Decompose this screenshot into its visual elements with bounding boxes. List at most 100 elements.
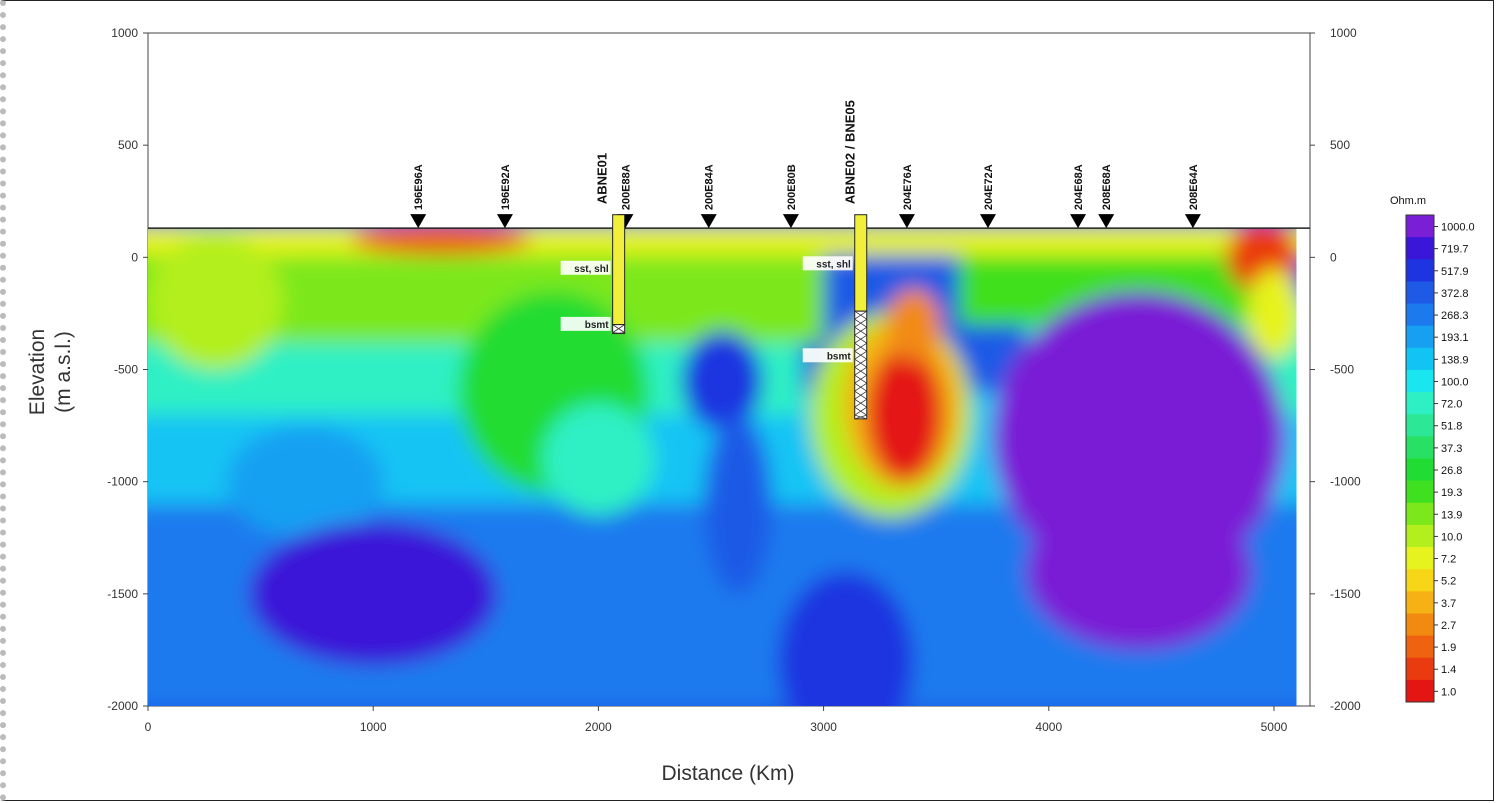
colorbar-border [1405, 214, 1435, 703]
well-sediment-column [612, 214, 626, 326]
well-label-box [560, 316, 611, 331]
basement-hatch [854, 342, 867, 352]
colorbar-swatch [1406, 369, 1434, 393]
x-axis-label: Distance (Km) [661, 762, 794, 785]
colorbar-label: 7.2 [1441, 554, 1456, 566]
y-tick-label-left: -1500 [107, 587, 138, 601]
colorbar: Ohm.m 1000.0 719.7 517.9 372.8 268.3 193.1 138.… [1390, 195, 1475, 703]
colorbar-swatch [1406, 657, 1434, 681]
basement-hatch [854, 398, 867, 408]
well-lithology-label: sst, shl [816, 259, 851, 270]
well-lithology-label: bsmt [827, 351, 852, 362]
resistivity-shapes [148, 228, 1297, 706]
station-marker: 208E64A [1184, 164, 1201, 229]
station-triangle [700, 214, 717, 229]
colorbar-label: 1000.0 [1441, 221, 1475, 233]
colorbar-swatch [1406, 635, 1434, 659]
well-name: ABNE01 [595, 153, 610, 204]
well-sediment-column [854, 214, 868, 312]
colorbar-label: 13.9 [1441, 509, 1462, 521]
colorbar-swatch [1406, 591, 1434, 614]
y-tick-label-right: -1500 [1330, 587, 1361, 601]
station-label: 200E84A [704, 164, 716, 210]
y-tick-label-left: 0 [131, 250, 138, 264]
colorbar-label: 517.9 [1441, 266, 1469, 278]
colorbar-label: 1.4 [1441, 664, 1456, 676]
basement-hatch [854, 350, 867, 360]
y-tick-label-left: 500 [118, 138, 138, 152]
eastern-conductor-deep [1026, 492, 1252, 650]
station-triangle [1098, 214, 1115, 229]
tick-labels: 0 1000 2000 3000 4000 500010005000-500-1000-1… [107, 26, 1361, 734]
colorbar-swatch [1406, 237, 1434, 260]
y-tick-label-left: -1000 [107, 475, 138, 489]
colorbar-swatch [1406, 458, 1434, 482]
well-basement-column [854, 310, 868, 420]
station-marker: 200E84A [700, 164, 717, 229]
basement-hatch [854, 326, 867, 336]
colorbar-label: 51.8 [1441, 421, 1462, 433]
x-tick-label: 5000 [1261, 720, 1288, 734]
basement-hatch [854, 366, 867, 376]
basement-hatch [854, 414, 867, 420]
well-name: ABNE02 / BNE05 [843, 100, 858, 204]
y-tick-label-right: -2000 [1330, 699, 1361, 713]
colorbar-swatch [1406, 414, 1434, 437]
station-triangle [898, 214, 915, 229]
y-tick-label-right: -1000 [1330, 475, 1361, 489]
x-tick-label: 3000 [810, 720, 837, 734]
station-marker: 204E76A [898, 164, 915, 229]
station-triangle [1184, 214, 1201, 229]
colorbar-swatch [1406, 325, 1434, 349]
colorbar-swatch [1406, 259, 1434, 282]
y-tick-label-left: 1000 [111, 26, 138, 40]
deep-conductor [249, 522, 498, 666]
y-tick-label-left: -2000 [107, 699, 138, 713]
y-tick-label-right: 1000 [1330, 26, 1357, 40]
colorbar-label: 193.1 [1441, 332, 1469, 344]
basement-hatch [612, 324, 625, 333]
station-label: 200E88A [620, 164, 632, 210]
colorbar-label: 2.7 [1441, 620, 1456, 632]
colorbar-label: 19.3 [1441, 487, 1462, 499]
colorbar-swatch [1406, 502, 1434, 526]
east-edge-yellow [1246, 268, 1297, 359]
basement-hatch [854, 374, 867, 384]
colorbar-swatch [1406, 547, 1434, 570]
deep-east-blue [778, 571, 914, 706]
colorbar-label: 10.0 [1441, 531, 1462, 543]
station-marker: 196E92A [496, 164, 513, 229]
colorbar-title: Ohm.m [1390, 195, 1426, 207]
well-2: ABNE02 / BNE05 sst, shl bsmt [802, 100, 868, 420]
resistivity-field [148, 228, 1297, 706]
well-label-box [560, 260, 611, 275]
narrow-conductor [681, 331, 763, 431]
station-label: 196E92A [500, 164, 512, 210]
well-lithology-label: sst, shl [574, 264, 609, 275]
basement-hatch [854, 390, 867, 400]
colorbar-swatch [1406, 679, 1434, 703]
y-tick-label-right: -500 [1330, 363, 1354, 377]
station-label: 208E64A [1188, 164, 1200, 210]
basement-hatch [854, 318, 867, 328]
station-label: 204E68A [1073, 164, 1085, 210]
resistive-neck [886, 288, 941, 361]
colorbar-label: 719.7 [1441, 244, 1469, 256]
station-marker: 204E68A [1070, 164, 1087, 229]
basement-hatch [612, 332, 625, 335]
y-tick-label-left: -500 [114, 363, 138, 377]
well-basement-column [612, 324, 626, 335]
station-label: 208E68A [1101, 164, 1113, 210]
station-marker: 200E80B [782, 164, 799, 229]
well-label-box [802, 348, 853, 363]
colorbar-label: 1.9 [1441, 642, 1456, 654]
y-axis-label-line1: Elevation [26, 329, 49, 415]
colorbar-swatch [1406, 303, 1434, 327]
colorbar-swatch [1406, 524, 1434, 548]
colorbar-label: 268.3 [1441, 310, 1469, 322]
colorbar-swatch [1406, 569, 1434, 592]
colorbar-swatch [1406, 281, 1434, 305]
station-label: 200E80B [786, 164, 798, 210]
station-marker: 208E68A [1098, 164, 1115, 229]
